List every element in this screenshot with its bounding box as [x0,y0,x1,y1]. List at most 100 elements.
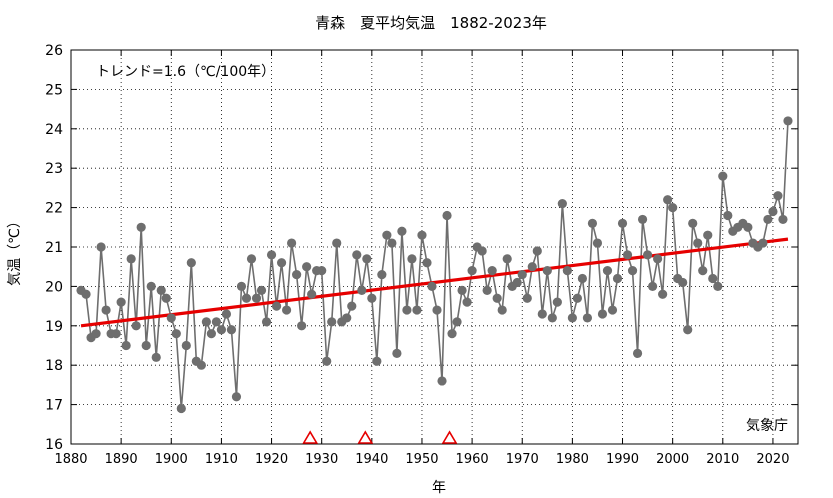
data-point [517,269,527,280]
x-tick-label: 1940 [355,452,388,467]
data-point [201,317,211,327]
data-point [663,195,673,205]
y-tick-label: 26 [45,43,63,59]
data-point [447,329,457,339]
y-tick-label: 25 [45,82,63,98]
data-point [758,238,768,248]
data-point [622,250,633,260]
data-point [402,305,412,315]
data-point [126,254,136,264]
data-point [216,325,227,335]
data-point [537,309,547,319]
data-point [542,266,552,276]
data-point [246,254,257,264]
data-point [342,313,352,323]
data-point [642,250,653,260]
data-point [547,313,557,323]
change-markers [302,430,458,444]
y-tick-label: 20 [45,279,63,295]
trend-line [80,237,789,328]
data-point [452,317,462,327]
change-marker [357,430,374,444]
x-tick-label: 1950 [405,452,438,467]
data-point [658,289,668,299]
x-tick-label: 1880 [54,452,87,467]
data-point [522,293,532,303]
y-tick-label: 24 [45,122,63,138]
data-point [281,305,292,315]
data-point [302,262,312,272]
x-tick-label: 1930 [305,452,338,467]
trend-line-group [80,237,789,328]
data-point [718,171,728,181]
data-point [678,277,688,288]
data-point [161,293,171,303]
data-point [467,266,477,276]
x-tick-label: 1900 [155,452,188,467]
data-point [587,218,598,228]
data-point [186,258,196,268]
data-point [327,317,337,327]
data-point [632,348,643,358]
data-point [693,238,703,248]
data-point [226,325,237,335]
y-tick-label: 23 [45,161,63,177]
data-point [557,199,567,209]
data-point [437,376,447,386]
data-point [412,305,422,315]
data-point [637,214,648,225]
data-point [362,254,372,264]
data-point [607,305,618,315]
data-point [592,238,603,248]
data-point [322,356,332,366]
data-point [81,289,91,299]
data-point [297,321,307,331]
data-point [251,293,262,303]
data-point [457,285,467,295]
data-point [141,340,151,351]
data-point [211,317,221,327]
data-point [261,317,272,327]
data-point [617,218,628,228]
data-point [357,285,367,295]
data-point [392,348,402,358]
data-point [332,238,342,248]
data-point [241,293,252,303]
data-point [156,285,166,295]
x-tick-label: 2010 [706,452,739,467]
y-tick-label: 17 [45,398,63,414]
data-point [287,238,297,248]
data-point [597,309,608,319]
x-tick-label: 1990 [606,452,639,467]
data-point [196,360,206,370]
data-point [763,214,773,225]
data-points [76,116,793,414]
x-tick-label: 1920 [255,452,288,467]
data-point [648,281,658,291]
data-point [407,254,417,264]
data-point [497,305,507,315]
data-point [487,266,497,276]
x-tick-label: 1970 [506,452,539,467]
x-tick-label: 1910 [205,452,238,467]
data-point [462,297,472,307]
data-point [171,329,181,339]
data-point [688,218,698,228]
x-tick-label: 2020 [756,452,789,467]
data-point [512,277,522,288]
data-point [567,313,577,323]
data-point [723,210,733,221]
data-point [442,210,452,221]
data-point [271,301,282,311]
data-point [703,230,713,240]
data-point [221,309,232,319]
data-point [432,305,442,315]
data-point [683,325,693,335]
data-point [387,238,397,248]
y-tick-label: 18 [45,358,63,374]
data-point [708,273,718,284]
trend-label: トレンド=1.6（℃/100年） [96,64,275,80]
x-tick-label: 1890 [105,452,138,467]
data-point [562,266,572,276]
